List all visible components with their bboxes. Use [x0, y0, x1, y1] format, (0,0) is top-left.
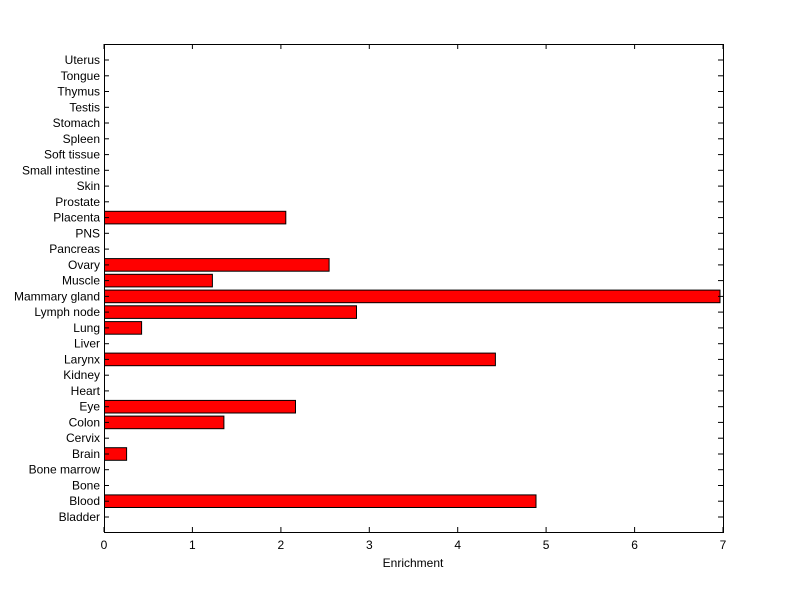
y-tick-label-placenta: Placenta	[53, 211, 100, 225]
y-tick-label-thymus: Thymus	[57, 85, 100, 99]
bar-lung	[104, 321, 143, 335]
y-tick-label-pancreas: Pancreas	[49, 242, 100, 256]
y-tick-label-larynx: Larynx	[64, 352, 100, 366]
y-tick-label-muscle: Muscle	[62, 274, 100, 288]
y-tick-label-pns: PNS	[75, 226, 100, 240]
y-tick-label-spleen: Spleen	[63, 132, 100, 146]
bar-mammary-gland	[104, 289, 721, 304]
y-tick-label-small-intestine: Small intestine	[22, 163, 100, 177]
y-tick-label-bladder: Bladder	[59, 510, 100, 524]
y-tick-label-stomach: Stomach	[53, 116, 100, 130]
x-tick-label-1: 1	[189, 538, 196, 552]
bars-layer	[104, 210, 721, 508]
plot-frame	[104, 44, 724, 533]
y-tick-label-prostate: Prostate	[55, 195, 100, 209]
y-tick-label-heart: Heart	[71, 384, 101, 398]
x-axis-title: Enrichment	[383, 556, 444, 570]
x-tick-label-0: 0	[101, 538, 108, 552]
y-tick-label-cervix: Cervix	[66, 431, 100, 445]
y-tick-label-soft-tissue: Soft tissue	[44, 148, 100, 162]
y-tick-label-blood: Blood	[69, 494, 100, 508]
x-tick-label-4: 4	[454, 538, 461, 552]
bar-placenta	[104, 210, 287, 225]
bar-larynx	[104, 352, 496, 367]
x-tick-label-5: 5	[543, 538, 550, 552]
bar-colon	[104, 415, 225, 430]
y-tick-label-eye: Eye	[79, 400, 100, 414]
y-tick-label-uterus: Uterus	[65, 53, 100, 67]
y-tick-label-kidney: Kidney	[63, 368, 100, 382]
y-tick-label-brain: Brain	[72, 447, 100, 461]
y-tick-label-mammary-gland: Mammary gland	[14, 289, 100, 303]
y-tick-label-skin: Skin	[77, 179, 100, 193]
y-tick-label-lymph-node: Lymph node	[34, 305, 100, 319]
y-tick-label-lung: Lung	[73, 321, 100, 335]
y-tick-label-liver: Liver	[74, 337, 100, 351]
bar-ovary	[104, 258, 330, 272]
y-tick-label-ovary: Ovary	[68, 258, 100, 272]
y-tick-label-colon: Colon	[69, 415, 100, 429]
y-tick-label-tongue: Tongue	[61, 69, 101, 83]
bar-muscle	[104, 273, 213, 288]
y-tick-label-bone: Bone	[72, 479, 100, 493]
x-tick-label-3: 3	[366, 538, 373, 552]
bar-lymph-node	[104, 305, 357, 319]
bar-blood	[104, 494, 537, 508]
bar-eye	[104, 399, 296, 414]
x-tick-label-6: 6	[631, 538, 638, 552]
y-tick-label-testis: Testis	[69, 100, 100, 114]
x-tick-label-7: 7	[720, 538, 727, 552]
x-tick-label-2: 2	[278, 538, 285, 552]
y-tick-label-bone-marrow: Bone marrow	[29, 463, 101, 477]
